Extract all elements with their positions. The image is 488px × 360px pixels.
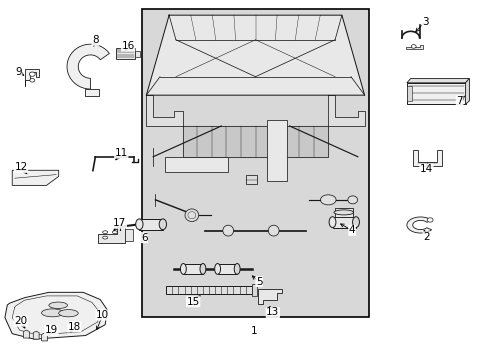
Polygon shape <box>84 89 99 95</box>
Polygon shape <box>166 286 251 294</box>
Circle shape <box>29 72 35 76</box>
Ellipse shape <box>49 302 67 309</box>
Polygon shape <box>116 48 135 59</box>
Polygon shape <box>139 219 163 230</box>
Text: 12: 12 <box>14 162 28 172</box>
Polygon shape <box>258 289 281 304</box>
Polygon shape <box>405 45 422 49</box>
Ellipse shape <box>180 264 186 274</box>
Polygon shape <box>406 217 431 233</box>
Ellipse shape <box>41 309 63 317</box>
Polygon shape <box>334 208 352 217</box>
Polygon shape <box>5 292 107 339</box>
Text: 18: 18 <box>67 322 81 332</box>
Polygon shape <box>183 264 203 274</box>
Polygon shape <box>124 229 133 241</box>
Circle shape <box>427 218 432 222</box>
Ellipse shape <box>333 210 353 215</box>
Polygon shape <box>406 78 468 83</box>
Ellipse shape <box>184 209 198 221</box>
Ellipse shape <box>328 217 335 228</box>
Text: 5: 5 <box>255 276 262 287</box>
Text: 7: 7 <box>455 96 462 106</box>
Ellipse shape <box>102 236 107 239</box>
Text: 19: 19 <box>44 325 58 336</box>
Ellipse shape <box>159 219 166 230</box>
Ellipse shape <box>59 310 78 317</box>
Text: 8: 8 <box>92 35 99 45</box>
Ellipse shape <box>223 225 233 236</box>
Ellipse shape <box>102 231 107 234</box>
Text: 20: 20 <box>14 316 27 326</box>
Polygon shape <box>327 95 364 126</box>
Polygon shape <box>406 83 465 104</box>
Polygon shape <box>251 284 256 296</box>
Bar <box>266 120 287 181</box>
Ellipse shape <box>112 231 117 234</box>
Polygon shape <box>332 217 355 228</box>
Bar <box>142 9 368 317</box>
Text: 14: 14 <box>419 164 432 174</box>
Polygon shape <box>23 330 29 338</box>
Text: 2: 2 <box>422 232 429 242</box>
Text: 9: 9 <box>15 67 22 77</box>
Text: 13: 13 <box>265 307 279 318</box>
Ellipse shape <box>214 264 220 274</box>
Polygon shape <box>183 126 327 157</box>
Ellipse shape <box>200 264 205 274</box>
Circle shape <box>30 78 35 82</box>
Polygon shape <box>465 78 468 104</box>
Ellipse shape <box>234 264 240 274</box>
Polygon shape <box>98 227 124 243</box>
Ellipse shape <box>136 219 142 230</box>
Text: 11: 11 <box>114 148 128 158</box>
Polygon shape <box>406 86 411 101</box>
Polygon shape <box>412 150 441 166</box>
Bar <box>246 175 257 184</box>
Polygon shape <box>67 44 109 89</box>
Polygon shape <box>217 264 237 274</box>
Bar <box>164 157 228 172</box>
Polygon shape <box>12 170 59 185</box>
Ellipse shape <box>352 217 359 228</box>
Circle shape <box>410 45 415 48</box>
Ellipse shape <box>320 195 335 205</box>
Text: 10: 10 <box>96 310 109 320</box>
Polygon shape <box>33 331 39 339</box>
Polygon shape <box>135 51 140 57</box>
Polygon shape <box>41 333 47 341</box>
Text: 4: 4 <box>348 225 355 235</box>
Ellipse shape <box>347 196 357 204</box>
Text: 15: 15 <box>186 297 200 307</box>
Text: 16: 16 <box>121 41 135 51</box>
Polygon shape <box>146 95 183 126</box>
Polygon shape <box>146 15 364 95</box>
Text: 6: 6 <box>141 233 147 243</box>
Text: 3: 3 <box>421 17 428 27</box>
Polygon shape <box>25 69 39 86</box>
Text: 17: 17 <box>113 218 126 228</box>
Text: 1: 1 <box>250 326 257 336</box>
Ellipse shape <box>268 225 279 236</box>
